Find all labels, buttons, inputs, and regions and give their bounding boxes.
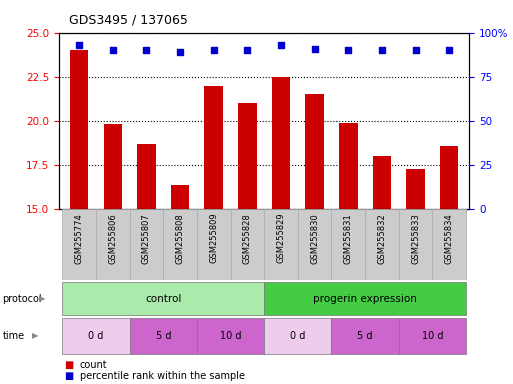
Text: protocol: protocol	[3, 293, 42, 304]
Bar	[365, 209, 399, 280]
Point	[210, 47, 218, 53]
Bar	[163, 209, 197, 280]
Bar	[440, 146, 459, 209]
Text: 10 d: 10 d	[422, 331, 443, 341]
Text: 0 d: 0 d	[88, 331, 104, 341]
Text: GSM255774: GSM255774	[75, 213, 84, 263]
Bar	[137, 144, 156, 209]
Bar	[339, 123, 358, 209]
Bar	[331, 318, 399, 354]
Bar	[331, 209, 365, 280]
Text: ▶: ▶	[40, 294, 46, 303]
Bar	[63, 282, 264, 315]
Point	[243, 47, 251, 53]
Point	[75, 42, 83, 48]
Text: GSM255829: GSM255829	[277, 213, 286, 263]
Bar	[63, 209, 96, 280]
Bar	[298, 209, 331, 280]
Bar	[130, 318, 197, 354]
Point	[378, 47, 386, 53]
Bar	[130, 209, 163, 280]
Text: count: count	[80, 360, 107, 370]
Text: time: time	[3, 331, 25, 341]
Text: control: control	[145, 293, 182, 304]
Point	[411, 47, 420, 53]
Text: percentile rank within the sample: percentile rank within the sample	[80, 371, 245, 381]
Point	[445, 47, 453, 53]
Text: progerin expression: progerin expression	[313, 293, 417, 304]
Text: GSM255831: GSM255831	[344, 213, 353, 263]
Bar	[238, 103, 256, 209]
Point	[176, 49, 184, 55]
Bar	[372, 156, 391, 209]
Text: GSM255807: GSM255807	[142, 213, 151, 263]
Bar	[432, 209, 466, 280]
Point	[344, 47, 352, 53]
Text: 5 d: 5 d	[155, 331, 171, 341]
Text: 10 d: 10 d	[220, 331, 241, 341]
Bar	[96, 209, 130, 280]
Bar	[197, 318, 264, 354]
Text: ■: ■	[64, 371, 73, 381]
Bar	[264, 282, 466, 315]
Text: GSM255832: GSM255832	[378, 213, 386, 263]
Point	[142, 47, 150, 53]
Text: GSM255834: GSM255834	[445, 213, 453, 263]
Bar	[264, 318, 331, 354]
Bar	[70, 50, 88, 209]
Text: 0 d: 0 d	[290, 331, 306, 341]
Text: GDS3495 / 137065: GDS3495 / 137065	[69, 14, 188, 27]
Text: ■: ■	[64, 360, 73, 370]
Bar	[104, 124, 122, 209]
Bar	[264, 209, 298, 280]
Text: GSM255809: GSM255809	[209, 213, 218, 263]
Point	[310, 45, 319, 51]
Bar	[63, 318, 130, 354]
Text: GSM255806: GSM255806	[108, 213, 117, 263]
Bar	[399, 318, 466, 354]
Bar	[399, 209, 432, 280]
Text: GSM255833: GSM255833	[411, 213, 420, 264]
Bar	[272, 77, 290, 209]
Text: ▶: ▶	[32, 331, 38, 341]
Point	[109, 47, 117, 53]
Bar	[171, 185, 189, 209]
Bar	[406, 169, 425, 209]
Text: 5 d: 5 d	[358, 331, 373, 341]
Point	[277, 42, 285, 48]
Bar	[197, 209, 230, 280]
Bar	[305, 94, 324, 209]
Text: GSM255808: GSM255808	[175, 213, 185, 263]
Bar	[205, 86, 223, 209]
Text: GSM255830: GSM255830	[310, 213, 319, 263]
Text: GSM255828: GSM255828	[243, 213, 252, 263]
Bar	[230, 209, 264, 280]
